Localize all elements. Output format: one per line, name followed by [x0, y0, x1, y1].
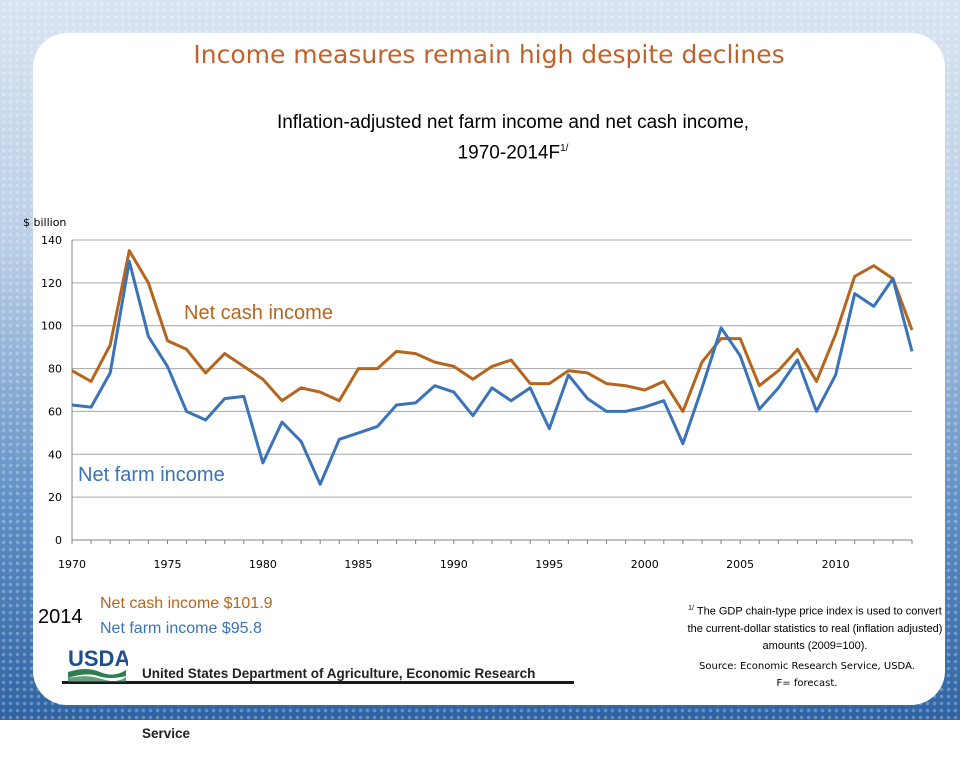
x-tick-label-1990: 1990 — [440, 558, 468, 571]
chart-series — [71, 249, 914, 486]
usda-org-name: United States Department of Agriculture,… — [62, 644, 574, 741]
chart-title-footnote-marker: 1/ — [560, 143, 569, 154]
x-tick-label-2010: 2010 — [822, 558, 850, 571]
series-label-net-cash-income: Net cash income — [184, 302, 333, 324]
x-tick-label-1985: 1985 — [344, 558, 372, 571]
chart-title-line2: 1970-2014F — [457, 142, 561, 164]
source-line: Source: Economic Research Service, USDA. — [699, 661, 915, 672]
slide-title: Income measures remain high despite decl… — [193, 40, 785, 69]
y-tick-label-120: 120 — [41, 277, 62, 290]
y-tick-label-60: 60 — [48, 405, 62, 418]
y-tick-label-20: 20 — [48, 491, 62, 504]
x-tick-label-1970: 1970 — [58, 558, 86, 571]
chart-title-line1: Inflation-adjusted net farm income and n… — [276, 112, 750, 133]
series-line-net-cash-income — [71, 249, 914, 413]
y-tick-label-80: 80 — [48, 363, 62, 376]
x-tick-label-1995: 1995 — [535, 558, 563, 571]
source-note: Source: Economic Research Service, USDA.… — [676, 658, 938, 692]
footnote: 1/ The GDP chain-type price index is use… — [680, 600, 950, 655]
line-chart: 0 20 40 60 80 100 120 140 1970 1975 1980 1985 1990 19… — [23, 216, 914, 571]
series-line-net-farm-income — [71, 259, 914, 486]
y-axis-label: $ billion — [23, 216, 66, 229]
chart-title-line2-wrap: 1970-2014F1/ — [33, 136, 960, 166]
chart-labels: Net cash income Net farm income — [78, 302, 333, 486]
footnote-text: The GDP chain-type price index is used t… — [687, 605, 943, 652]
x-tick-label-1975: 1975 — [153, 558, 181, 571]
x-tick-label-1980: 1980 — [249, 558, 277, 571]
y-tick-label-140: 140 — [41, 234, 62, 247]
y-tick-label-40: 40 — [48, 448, 62, 461]
callout-year: 2014 — [38, 606, 83, 628]
usda-footer: United States Department of Agriculture,… — [62, 644, 574, 741]
chart-axes: 0 20 40 60 80 100 120 140 1970 1975 1980 1985 1990 19… — [23, 216, 913, 571]
y-tick-label-100: 100 — [41, 320, 62, 333]
series-label-net-farm-income: Net farm income — [78, 464, 225, 486]
x-tick-label-2005: 2005 — [726, 558, 754, 571]
footnote-marker: 1/ — [688, 605, 694, 612]
callout-net-farm-income: Net farm income $95.8 — [100, 620, 262, 637]
callout-net-cash-income: Net cash income $101.9 — [100, 595, 273, 612]
x-tick-label-2000: 2000 — [631, 558, 659, 571]
forecast-note: F= forecast. — [776, 678, 838, 689]
usda-logo-icon: USDA — [68, 646, 128, 682]
y-tick-label-0: 0 — [55, 534, 62, 547]
chart-title: Inflation-adjusted net farm income and n… — [33, 110, 960, 166]
usda-logo-text: USDA — [68, 646, 128, 671]
